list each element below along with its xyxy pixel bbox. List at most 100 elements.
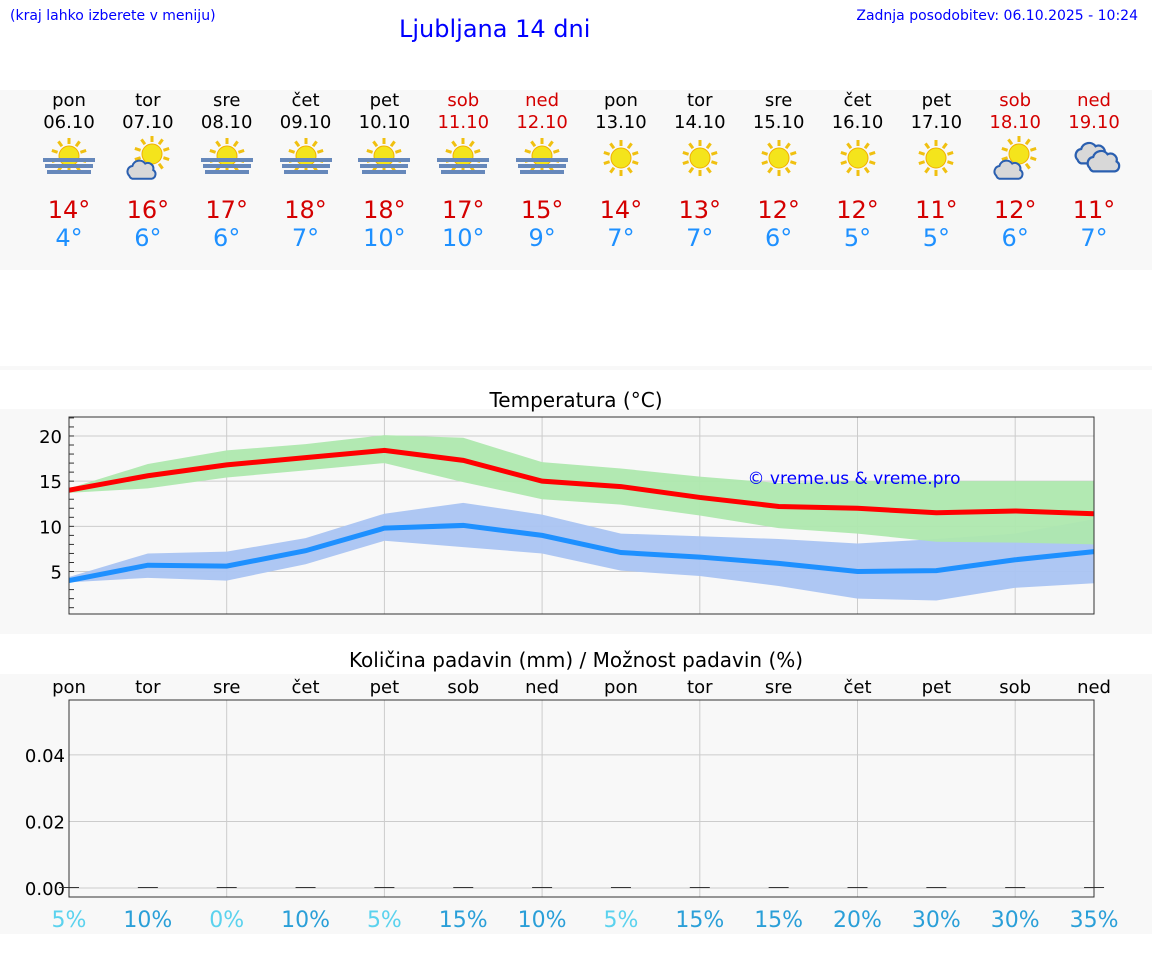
probability-label: 0% [209, 908, 244, 933]
min-temp: 7° [291, 224, 320, 252]
max-temp: 12° [836, 196, 879, 224]
y-tick-label: 5 [51, 563, 62, 584]
x-tick-label: čet [292, 677, 320, 698]
sun-icon [828, 136, 888, 186]
min-temp: 6° [134, 224, 162, 252]
x-tick-label: sre [765, 677, 792, 698]
precip-bar [926, 887, 947, 889]
sun-fog-icon [512, 136, 572, 186]
max-temp: 17° [441, 196, 485, 224]
x-tick-label: sre [213, 677, 240, 698]
y-tick-label: 15 [39, 472, 62, 493]
precip-bar [689, 887, 710, 889]
max-temp: 18° [363, 196, 406, 224]
min-temp: 7° [686, 224, 714, 252]
day-column: sre 08.10 17° 6° [187, 90, 267, 252]
range-band-max [69, 435, 1095, 545]
probability-label: 15% [439, 908, 488, 933]
min-temp: 10° [363, 224, 406, 252]
y-tick-label: 10 [39, 517, 62, 538]
weekday: sre [764, 90, 793, 111]
weekday: pet [369, 90, 400, 111]
precip-bar [137, 887, 158, 889]
date: 13.10 [595, 112, 647, 133]
temperature-chart-title: Temperatura (°C) [489, 388, 663, 412]
date: 06.10 [43, 112, 95, 133]
date: 18.10 [989, 112, 1041, 133]
min-temp: 9° [528, 224, 556, 252]
date: 09.10 [279, 112, 332, 133]
weekday: pet [921, 90, 952, 111]
max-temp: 11° [915, 196, 958, 224]
min-temp: 7° [1080, 224, 1108, 252]
day-column: sob 18.10 12° 6° [975, 90, 1055, 252]
date: 07.10 [122, 112, 174, 133]
probability-label: 10% [281, 908, 330, 933]
precip-bar [610, 887, 631, 889]
precip-bar [1005, 887, 1026, 889]
location-note: (kraj lahko izberete v meniju) [10, 8, 216, 24]
date: 12.10 [516, 112, 568, 133]
max-temp: 15° [520, 196, 564, 224]
min-temp: 5° [922, 224, 950, 252]
max-temp: 17° [205, 196, 248, 224]
day-column: ned 12.10 15° 9° [502, 90, 582, 252]
date: 11.10 [437, 112, 490, 133]
line-min [68, 522, 1095, 584]
weekday: tor [135, 90, 161, 111]
x-tick-label: ned [525, 677, 559, 698]
min-temp: 4° [55, 224, 83, 252]
max-temp: 18° [284, 196, 327, 224]
weekday: pon [604, 90, 638, 111]
date: 15.10 [752, 112, 805, 133]
x-tick-label: sob [999, 677, 1031, 698]
weekday: čet [843, 90, 872, 111]
day-column: tor 14.10 13° 7° [660, 90, 740, 252]
day-column: pet 17.10 11° 5° [896, 90, 976, 252]
min-temp: 5° [843, 224, 872, 252]
sun-fog-icon [39, 136, 99, 186]
precip-bar [768, 887, 789, 889]
day-column: čet 16.10 12° 5° [818, 90, 898, 252]
probability-label: 30% [991, 908, 1040, 933]
date: 10.10 [358, 112, 411, 133]
x-tick-label: sob [447, 677, 479, 698]
x-tick-label: tor [687, 677, 713, 698]
max-temp: 14° [599, 196, 643, 224]
weekday: čet [291, 90, 320, 111]
x-tick-label: pon [52, 677, 86, 698]
day-column: tor 07.10 16° 6° [108, 90, 188, 252]
x-tick-label: tor [135, 677, 161, 698]
sun-fog-icon [354, 136, 414, 186]
max-temp: 14° [47, 196, 91, 224]
precipitation-chart-title: Količina padavin (mm) / Možnost padavin … [348, 648, 804, 672]
copyright-annotation: © vreme.us & vreme.pro [747, 469, 960, 489]
y-tick-label: 0.04 [25, 746, 65, 767]
probability-label: 15% [675, 908, 724, 933]
weekday: sre [212, 90, 241, 111]
date: 16.10 [831, 112, 884, 133]
day-column: pon 06.10 14° 4° [29, 90, 109, 252]
max-temp: 12° [757, 196, 800, 224]
y-tick-label: 0.00 [25, 879, 65, 900]
precipitation-panel [0, 674, 1152, 934]
probability-label: 10% [123, 908, 172, 933]
probability-label: 30% [912, 908, 961, 933]
sun-cloud-icon [118, 136, 178, 186]
probability-label: 10% [518, 908, 567, 933]
precip-bar [532, 887, 553, 889]
x-tick-label: pet [922, 677, 952, 698]
sun-fog-icon [276, 136, 336, 186]
date: 14.10 [674, 112, 726, 133]
probability-label: 15% [754, 908, 803, 933]
probability-label: 20% [833, 908, 882, 933]
sun-icon [591, 136, 651, 186]
min-temp: 10° [441, 224, 485, 252]
weekday: ned [525, 90, 560, 111]
last-update: Zadnja posodobitev: 06.10.2025 - 10:24 [856, 8, 1138, 24]
day-column: sob 11.10 17° 10° [423, 90, 503, 252]
precip-bar [374, 887, 395, 889]
precip-bar [847, 887, 868, 889]
x-tick-label: pon [604, 677, 638, 698]
